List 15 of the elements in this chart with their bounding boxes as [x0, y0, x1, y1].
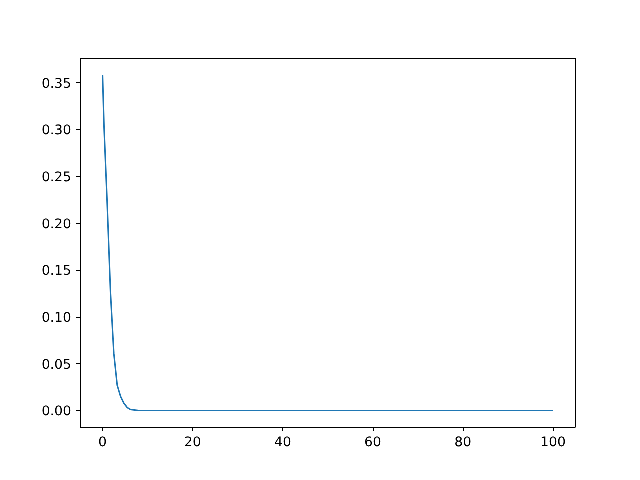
y-tick-label: 0.00	[42, 404, 72, 420]
x-tick-label: 60	[364, 436, 382, 450]
y-tick-label: 0.05	[42, 358, 72, 373]
x-tick-label: 0	[98, 436, 108, 450]
y-tick-label: 0.15	[42, 264, 72, 280]
x-tick-label: 80	[454, 436, 472, 450]
x-tick-label: 100	[540, 436, 566, 450]
line-series	[102, 74, 554, 412]
y-tick-label: 0.35	[42, 76, 72, 92]
y-tick-label: 0.25	[42, 170, 72, 186]
y-tick-label: 0.20	[42, 217, 72, 232]
x-tick-label: 20	[184, 436, 202, 450]
y-tick-label: 0.30	[42, 124, 72, 139]
y-tick-label: 0.10	[42, 311, 72, 326]
x-tick-label: 40	[274, 436, 292, 450]
